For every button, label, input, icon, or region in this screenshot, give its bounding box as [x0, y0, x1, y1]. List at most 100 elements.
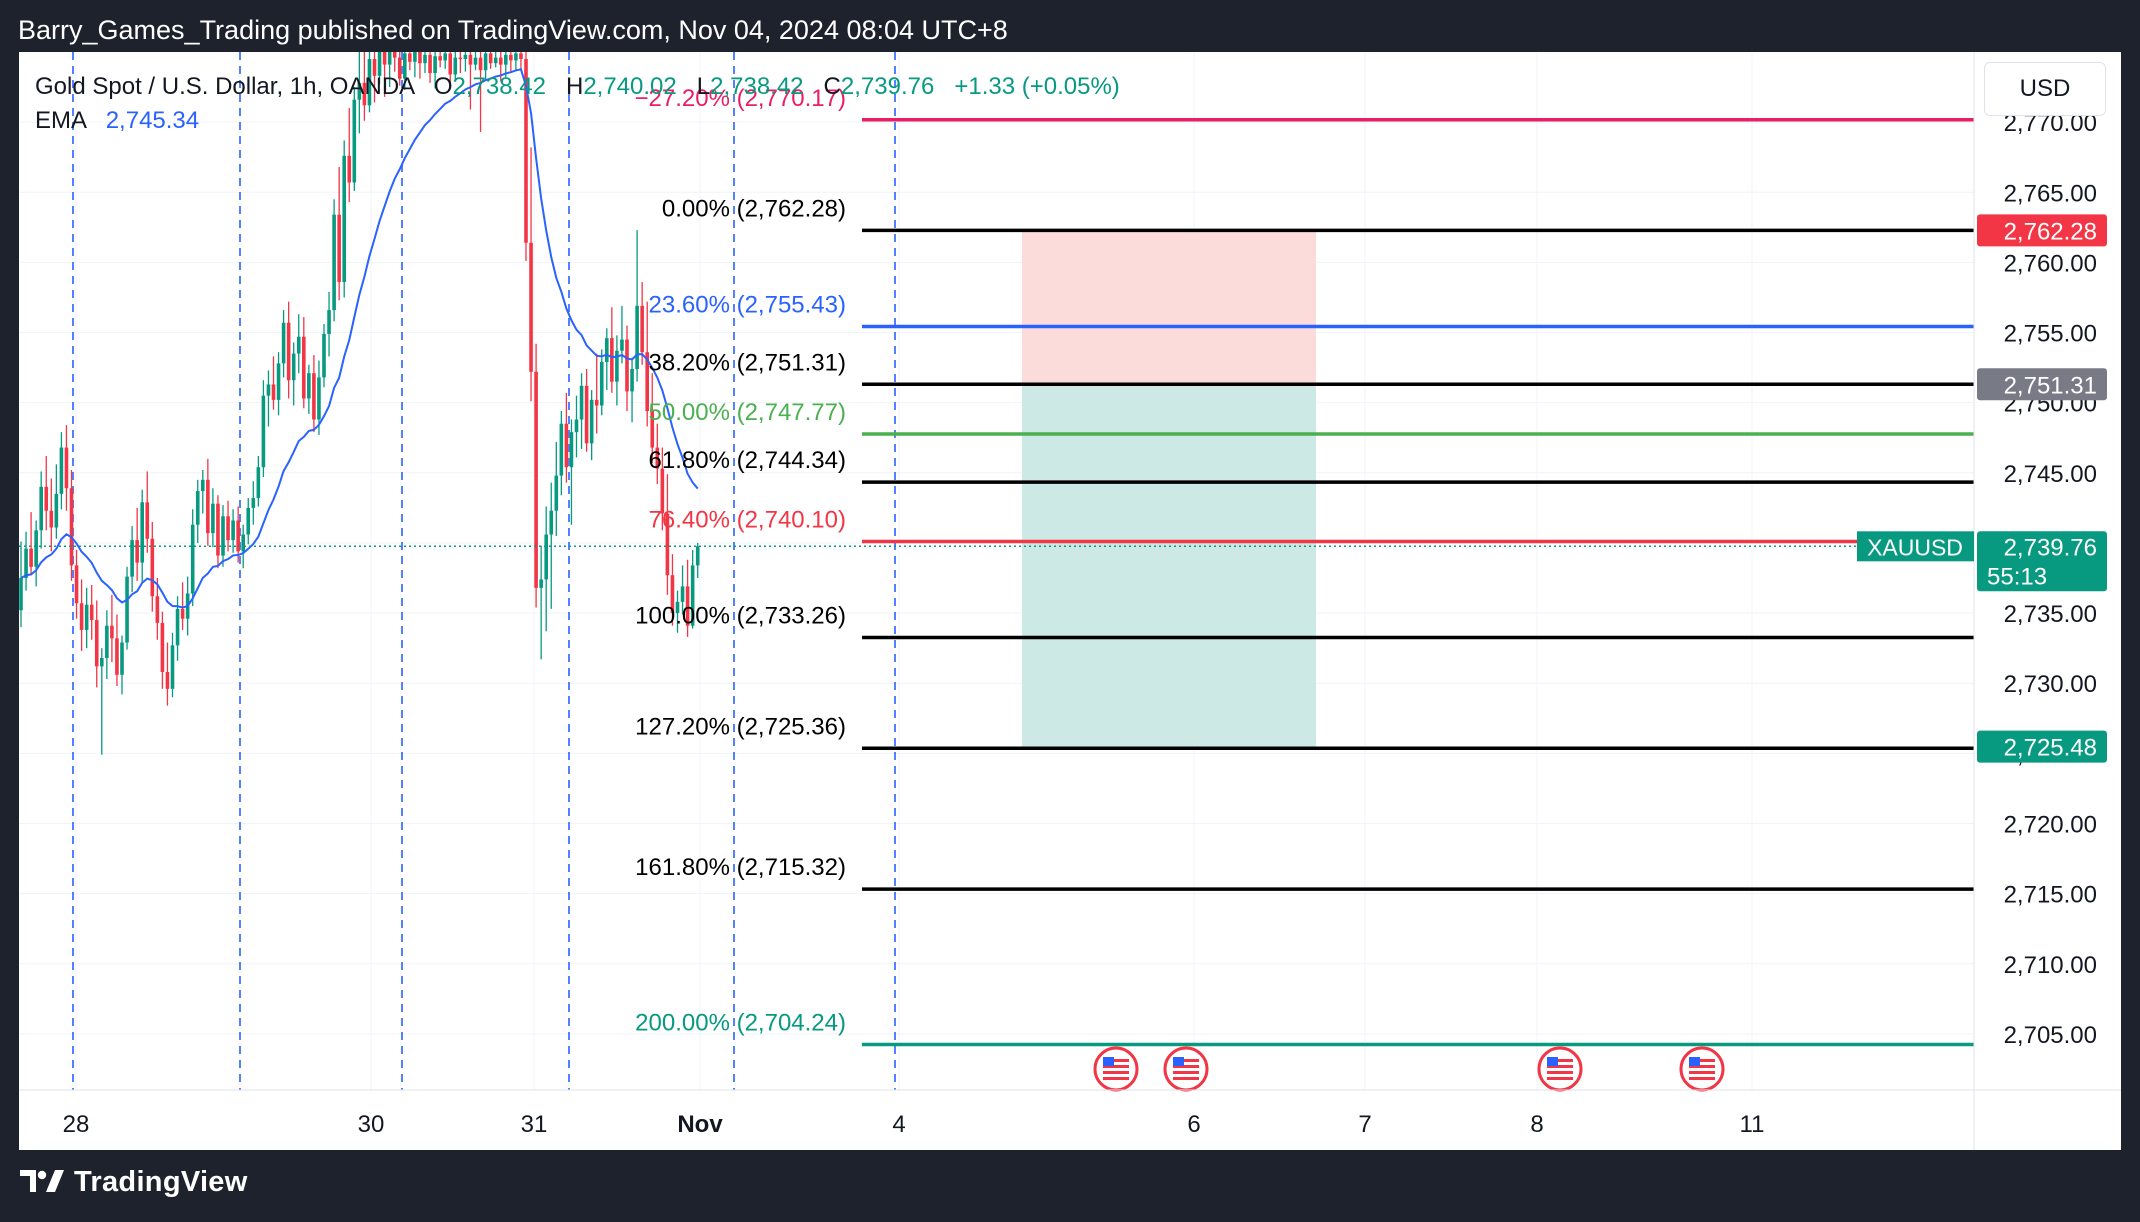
candle-body	[241, 534, 245, 552]
candle-body	[160, 622, 165, 672]
legend-ema-row[interactable]: EMA 2,745.34	[35, 104, 1120, 138]
candle-body	[79, 603, 84, 630]
candle-body	[695, 546, 700, 566]
price-axis-label: 2,760.00	[2004, 250, 2097, 277]
candle-body	[519, 53, 523, 60]
us-flag-event-icon[interactable]	[1679, 1046, 1725, 1092]
price-axis-label: 2,765.00	[2004, 180, 2097, 207]
legend-symbol[interactable]: Gold Spot / U.S. Dollar, 1h, OANDA	[35, 73, 414, 100]
legend-high-label: H	[565, 73, 584, 100]
candle-body	[675, 601, 680, 614]
candle-body	[655, 447, 660, 469]
candle-body	[625, 339, 629, 392]
candle-body	[433, 56, 437, 74]
price-axis-label: 2,735.00	[2004, 601, 2097, 628]
candle-body	[372, 59, 377, 76]
candle-body	[39, 486, 43, 531]
candle-body	[453, 57, 458, 75]
candle-body	[650, 411, 655, 448]
candle-body	[34, 530, 38, 567]
candle-body	[256, 467, 261, 499]
fib-level-label: 127.20% (2,725.36)	[635, 713, 846, 740]
price-axis-label: 2,730.00	[2004, 671, 2097, 698]
candle-body	[94, 620, 99, 667]
candle-body	[554, 475, 559, 511]
take-profit-zone	[1022, 384, 1316, 747]
legend-ema-value: 2,745.34	[105, 107, 200, 134]
candle-body	[337, 214, 341, 283]
fib-level-label: −27.20% (2,770.17)	[635, 85, 847, 112]
candle-body	[468, 54, 473, 65]
legend-ema-label: EMA	[35, 107, 86, 134]
time-axis-label: 6	[1187, 1111, 1200, 1138]
candle-body	[84, 604, 89, 630]
candle-body	[594, 399, 599, 406]
candle-body	[524, 59, 528, 243]
fib-level-label: 100.00% (2,733.26)	[635, 602, 846, 629]
price-label-text: 2,762.28	[2004, 218, 2097, 245]
currency-button[interactable]: USD	[1984, 62, 2106, 116]
candle-body	[403, 53, 407, 79]
candle-body	[640, 305, 644, 353]
bar-countdown-text: 55:13	[1987, 563, 2047, 590]
candle-body	[569, 432, 574, 468]
candle-body	[605, 338, 609, 362]
time-axis-label: 4	[892, 1111, 905, 1138]
candle-body	[140, 502, 144, 563]
fibonacci-layer: −27.20% (2,770.17) 0.00% (2,762.28) 23.60%…	[635, 85, 1974, 1047]
fib-level-label: 0.00% (2,762.28)	[662, 195, 846, 222]
price-label-text: 2,725.48	[2004, 735, 2097, 762]
candle-body	[281, 322, 286, 364]
time-axis-label: 8	[1530, 1111, 1543, 1138]
candle-body	[74, 565, 79, 604]
stop-loss-zone	[1022, 230, 1316, 385]
candle-body	[620, 339, 624, 351]
candle-body	[206, 479, 210, 534]
candle-body	[201, 479, 205, 492]
candle-body	[685, 586, 690, 626]
candle-body	[145, 502, 150, 539]
candle-body	[352, 99, 357, 183]
candle-body	[115, 638, 119, 675]
fib-level-label: 38.20% (2,751.31)	[649, 349, 846, 376]
price-chart[interactable]: −27.20% (2,770.17) 0.00% (2,762.28) 23.60%…	[19, 52, 2121, 1150]
tradingview-logo[interactable]: TradingView	[20, 1166, 248, 1199]
candle-body	[54, 493, 59, 528]
candle-body	[615, 350, 619, 382]
candle-body	[483, 53, 488, 71]
axes-layer: 2,705.002,710.002,715.002,720.002,725.00…	[19, 52, 2121, 1150]
tradingview-logo-text: TradingView	[74, 1166, 248, 1198]
tradingview-logo-icon	[20, 1169, 64, 1192]
us-flag-event-icon[interactable]	[1093, 1046, 1139, 1092]
candle-body	[514, 53, 518, 61]
candle-body	[397, 57, 402, 79]
chart-panel[interactable]: −27.20% (2,770.17) 0.00% (2,762.28) 23.60%…	[19, 52, 2121, 1150]
candle-body	[291, 353, 296, 381]
candle-body	[59, 447, 64, 494]
candle-body	[589, 399, 594, 444]
price-axis-label: 2,705.00	[2004, 1022, 2097, 1049]
legend-open: 2,738.42	[452, 73, 546, 100]
us-flag-event-icon[interactable]	[1163, 1046, 1209, 1092]
us-flag-event-icon[interactable]	[1537, 1046, 1583, 1092]
candle-body	[509, 54, 513, 61]
time-axis-label: 30	[358, 1111, 385, 1138]
candle-body	[307, 373, 311, 399]
candle-body	[549, 510, 554, 535]
legend-open-label: O	[433, 73, 453, 100]
candle-body	[473, 57, 478, 65]
candle-body	[317, 377, 321, 420]
price-label-box	[1977, 368, 2107, 401]
candle-body	[190, 524, 195, 594]
chart-legend: Gold Spot / U.S. Dollar, 1h, OANDA O2,73…	[35, 70, 1120, 138]
candle-body	[332, 214, 336, 311]
candle-body	[392, 52, 397, 58]
candle-body	[488, 53, 493, 64]
candle-body	[19, 578, 23, 611]
legend-high: 2,740.02	[583, 73, 677, 100]
candle-body	[266, 384, 271, 396]
candle-body	[251, 498, 256, 508]
time-axis-label: 11	[1740, 1111, 1765, 1138]
price-axis-label: 2,715.00	[2004, 882, 2097, 909]
candle-body	[387, 52, 392, 65]
